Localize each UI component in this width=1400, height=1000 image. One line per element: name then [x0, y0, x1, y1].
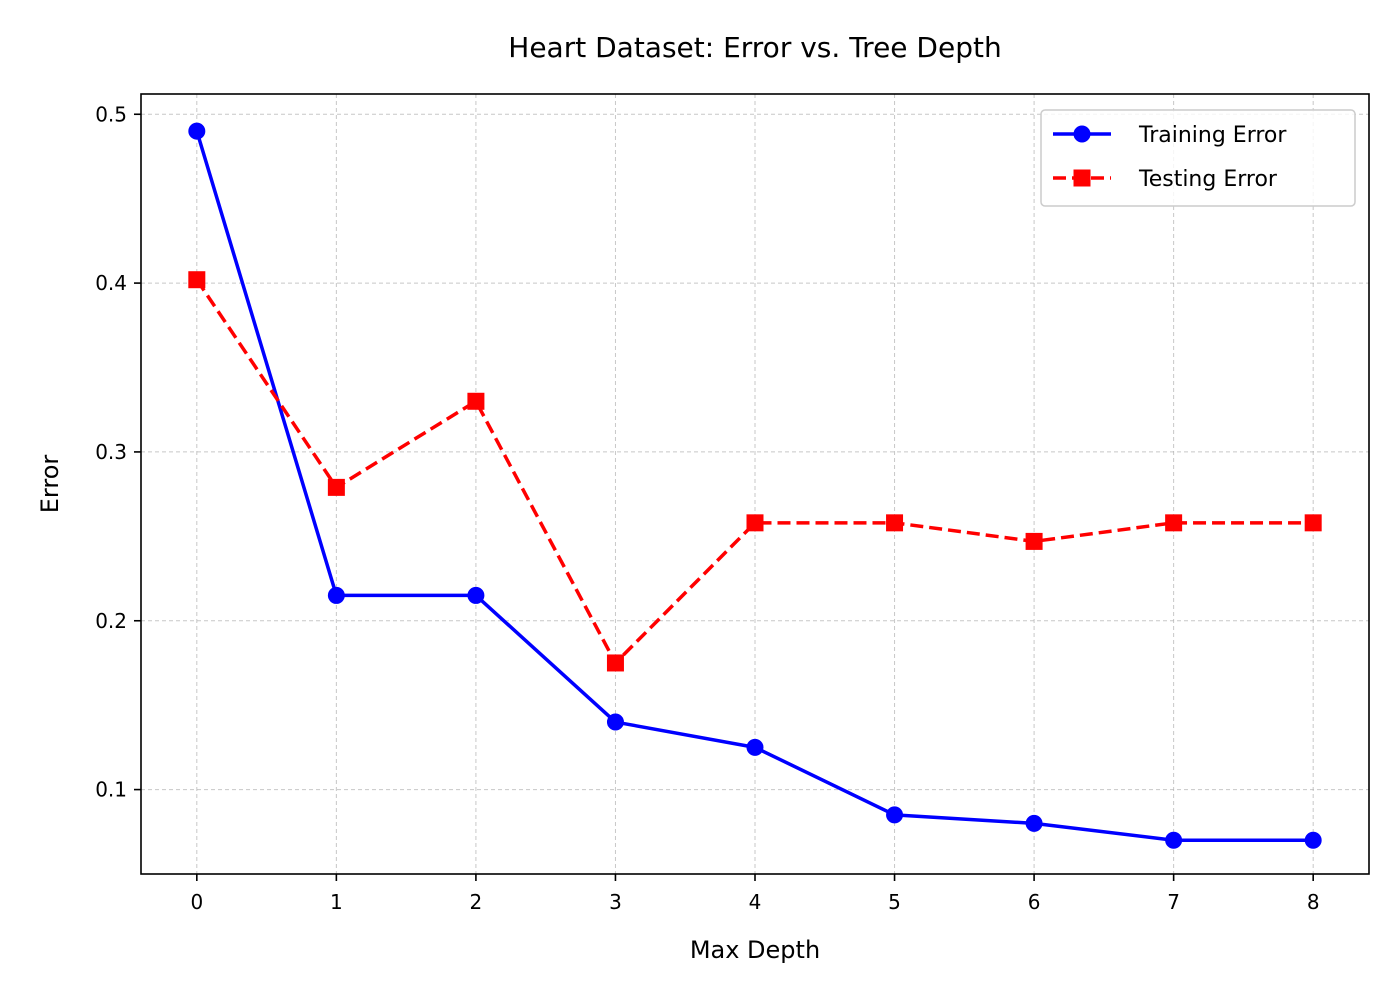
plot-series — [188, 122, 1322, 849]
data-point — [606, 713, 624, 731]
data-point — [1165, 831, 1183, 849]
chart-title: Heart Dataset: Error vs. Tree Depth — [508, 31, 1001, 64]
series-testing-error — [188, 271, 1322, 672]
legend-marker — [1073, 169, 1091, 187]
legend-marker — [1073, 125, 1091, 143]
legend-label: Testing Error — [1138, 167, 1278, 192]
data-point — [188, 122, 206, 140]
data-point — [327, 478, 345, 496]
data-point — [606, 654, 624, 672]
x-tick-label: 8 — [1307, 890, 1320, 914]
data-point — [886, 806, 904, 824]
y-tick-label: 0.5 — [95, 102, 127, 126]
series-line — [195, 278, 1314, 665]
grid — [141, 94, 1369, 874]
legend-item: Training Error — [1053, 123, 1287, 148]
data-point — [327, 586, 345, 604]
x-tick-label: 5 — [888, 890, 901, 914]
legend-box — [1040, 109, 1356, 207]
data-point — [746, 514, 764, 532]
y-tick-label: 0.1 — [95, 778, 127, 802]
data-point — [1304, 514, 1322, 532]
x-tick-label: 4 — [749, 890, 762, 914]
y-axis-label: Error — [36, 455, 64, 514]
data-point — [1304, 831, 1322, 849]
legend-label: Training Error — [1138, 123, 1287, 148]
data-point — [188, 271, 206, 289]
legend: Training Error Testing Error — [1040, 109, 1356, 207]
x-tick-label: 2 — [470, 890, 483, 914]
legend-item: Testing Error — [1053, 167, 1278, 192]
y-tick-label: 0.3 — [95, 440, 127, 464]
x-tick-label: 7 — [1167, 890, 1180, 914]
data-point — [467, 392, 485, 410]
data-point — [1025, 532, 1043, 550]
axis-ticks: 0 1 2 3 4 5 6 7 8 0.1 0.2 0.3 0.4 0.5 — [95, 102, 1319, 914]
y-tick-label: 0.2 — [95, 609, 127, 633]
data-point — [467, 586, 485, 604]
data-point — [746, 738, 764, 756]
data-point — [1165, 514, 1183, 532]
x-tick-label: 3 — [609, 890, 622, 914]
x-axis-label: Max Depth — [690, 936, 820, 964]
x-tick-label: 6 — [1028, 890, 1041, 914]
data-point — [1025, 814, 1043, 832]
x-tick-label: 0 — [190, 890, 203, 914]
data-point — [886, 514, 904, 532]
y-tick-label: 0.4 — [95, 271, 127, 295]
series-training-error — [188, 122, 1322, 849]
x-tick-label: 1 — [330, 890, 343, 914]
